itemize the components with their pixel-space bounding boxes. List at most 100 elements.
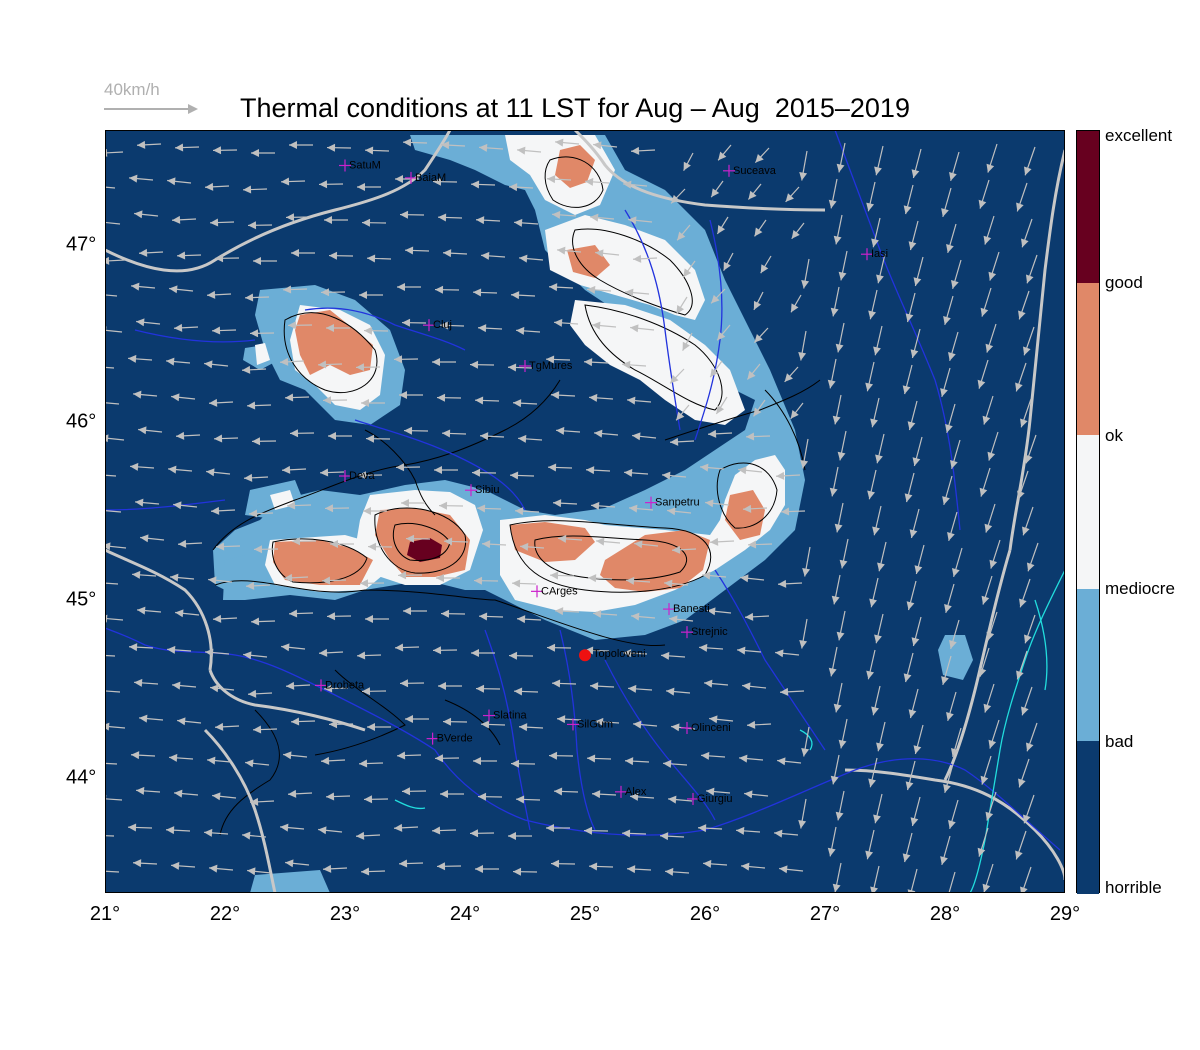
- wind-arrow-icon: [549, 571, 575, 580]
- wind-arrow-icon: [1023, 326, 1035, 356]
- wind-arrow-icon: [753, 291, 764, 311]
- wind-arrow-icon: [669, 368, 685, 384]
- wind-arrow-icon: [508, 651, 534, 660]
- x-tick-label: 24°: [449, 903, 481, 925]
- wind-arrow-icon: [205, 182, 230, 191]
- city-marker[interactable]: Deva: [339, 470, 376, 483]
- city-marker[interactable]: Banesti: [663, 603, 710, 616]
- wind-arrow-icon: [169, 285, 194, 294]
- wind-arrow-icon: [980, 755, 992, 785]
- wind-arrow-icon: [982, 863, 994, 893]
- wind-arrow-icon: [682, 332, 693, 351]
- city-marker[interactable]: Slatina: [483, 709, 528, 722]
- city-marker[interactable]: Cluj: [423, 319, 452, 332]
- wind-arrow-icon: [133, 390, 158, 399]
- city-marker[interactable]: Alex: [615, 785, 647, 798]
- wind-arrow-icon: [323, 864, 348, 873]
- wind-arrow-icon: [836, 610, 846, 641]
- city-marker[interactable]: Sanpetru: [645, 496, 700, 509]
- wind-arrow-icon: [675, 296, 688, 315]
- wind-arrow-icon: [596, 537, 621, 546]
- wind-arrow-icon: [547, 175, 572, 184]
- highlight-point-marker[interactable]: [579, 649, 591, 662]
- wind-arrow-icon: [982, 395, 994, 425]
- wind-arrow-icon: [133, 859, 158, 868]
- wind-arrow-icon: [1017, 470, 1029, 500]
- city-marker[interactable]: TgMures: [519, 359, 573, 372]
- wind-arrow-icon: [177, 717, 202, 726]
- wind-arrow-icon: [778, 579, 803, 588]
- wind-arrow-icon: [698, 824, 723, 833]
- y-tick-label: 45°: [66, 588, 97, 611]
- wind-arrow-icon: [360, 867, 386, 876]
- wind-arrow-icon: [105, 690, 121, 693]
- wind-arrow-icon: [546, 643, 572, 652]
- wind-arrow-icon: [213, 614, 238, 623]
- wind-arrow-icon: [1018, 290, 1030, 320]
- wind-arrow-icon: [403, 426, 429, 435]
- wind-arrow-icon: [251, 437, 277, 446]
- thermal-map[interactable]: SatuM BaiaM Suceava Iasi Cluj TgMures Deva Sibi…: [105, 130, 1065, 893]
- wind-arrow-icon: [356, 831, 381, 840]
- wind-arrow-icon: [866, 649, 876, 680]
- wind-arrow-icon: [753, 399, 766, 417]
- country-borders: [105, 130, 1065, 893]
- wind-arrow-icon: [473, 757, 497, 765]
- city-label: SilGum: [577, 718, 613, 730]
- wind-arrow-icon: [903, 652, 914, 683]
- wind-arrow-icon: [436, 393, 462, 402]
- city-marker[interactable]: Sibiu: [465, 484, 499, 497]
- city-marker[interactable]: Strejnic: [681, 626, 728, 639]
- x-tick-label: 25°: [569, 903, 601, 925]
- wind-arrow-icon: [431, 826, 457, 835]
- wind-arrow-icon: [432, 177, 458, 186]
- wind-arrow-icon: [948, 331, 959, 361]
- highlight-point-group[interactable]: Topoloveni: [579, 648, 646, 662]
- wind-arrow-icon: [399, 391, 423, 399]
- city-marker[interactable]: SatuM: [339, 159, 381, 172]
- wind-arrow-icon: [318, 826, 343, 835]
- wind-arrow-icon: [745, 612, 770, 621]
- wind-arrow-icon: [210, 684, 235, 693]
- city-marker[interactable]: BVerde: [426, 732, 473, 745]
- wind-arrow-icon: [167, 645, 192, 654]
- wind-arrow-icon: [1016, 182, 1028, 212]
- wind-arrow-icon: [242, 831, 267, 840]
- city-marker[interactable]: BaiaM: [405, 171, 446, 184]
- city-marker[interactable]: Suceava: [723, 164, 777, 177]
- city-marker[interactable]: Iasi: [861, 248, 888, 261]
- wind-arrow-icon: [319, 648, 344, 657]
- wind-arrow-icon: [590, 682, 615, 691]
- wind-arrow-icon: [130, 462, 155, 471]
- wind-arrow-icon: [629, 504, 654, 513]
- wind-arrow-icon: [105, 186, 116, 189]
- wind-arrow-icon: [168, 465, 193, 474]
- wind-arrow-icon: [479, 143, 504, 152]
- wind-arrow-icon: [328, 251, 354, 260]
- city-marker[interactable]: CArges: [531, 585, 578, 597]
- wind-arrow-icon: [326, 143, 352, 152]
- wind-arrow-icon: [557, 246, 582, 255]
- wind-arrow-icon: [510, 759, 536, 768]
- city-marker[interactable]: Drobeta: [315, 679, 365, 692]
- wind-arrow-icon: [474, 396, 500, 405]
- wind-arrow-icon: [587, 285, 612, 294]
- wind-arrow-icon: [204, 828, 229, 837]
- wind-arrow-icon: [394, 823, 419, 832]
- wind-arrow-icon: [105, 221, 121, 225]
- wind-arrow-icon: [707, 607, 732, 616]
- wind-arrow-icon: [986, 143, 998, 173]
- wind-arrow-icon: [908, 220, 919, 251]
- wind-arrow-icon: [774, 829, 799, 838]
- wind-arrow-icon: [943, 763, 954, 794]
- city-marker[interactable]: SilGum: [567, 718, 613, 731]
- wind-arrow-icon: [903, 184, 914, 215]
- wind-arrow-icon: [249, 329, 275, 338]
- city-marker[interactable]: Olinceni: [681, 721, 731, 734]
- wind-arrow-icon: [665, 867, 690, 876]
- wind-arrow-icon: [914, 544, 925, 575]
- wind-arrow-icon: [978, 179, 990, 209]
- wind-arrow-icon: [1025, 254, 1038, 284]
- wind-arrow-icon: [393, 355, 419, 364]
- city-marker[interactable]: Giurgiu: [687, 792, 732, 805]
